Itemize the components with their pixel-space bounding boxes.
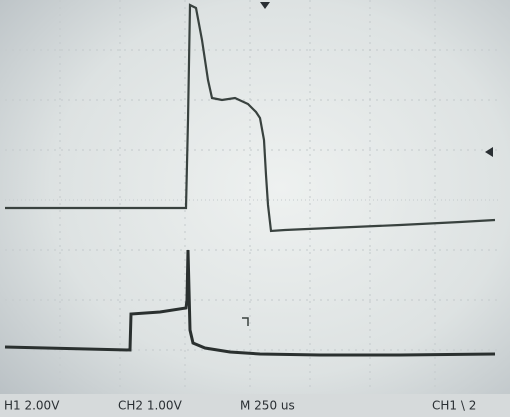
trigger-position-marker [260,2,270,9]
graticule [5,0,500,392]
trigger-setting: CH1 \ 2 [432,399,476,413]
ch1-trace [5,3,496,233]
status-bar [0,394,510,417]
ch2-trace [4,249,496,357]
ch1-scale: H1 2.00V [4,399,60,413]
ch2-scale: CH2 1.00V [118,399,183,413]
trigger-level-marker [485,147,493,157]
ch2-ground-marker [242,317,249,326]
timebase: M 250 us [240,399,295,413]
